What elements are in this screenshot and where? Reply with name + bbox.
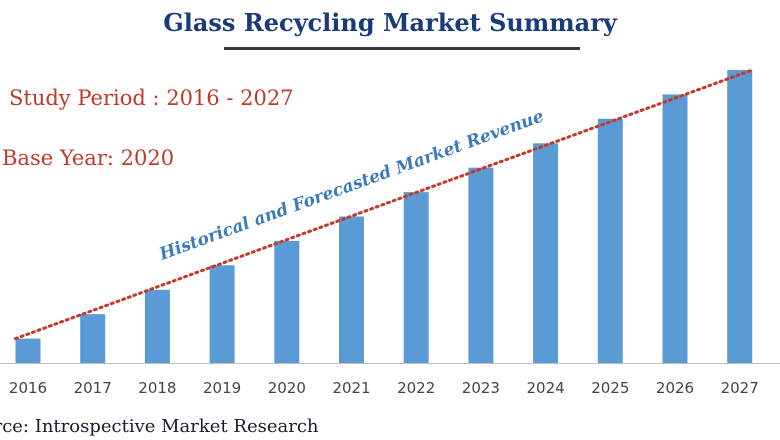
bar-2017: [80, 314, 106, 363]
x-tick-label: 2022: [397, 379, 435, 397]
bar-2024: [533, 143, 559, 364]
bar-2019: [209, 265, 235, 363]
bar-2021: [339, 216, 364, 363]
x-tick-label: 2026: [656, 379, 694, 397]
trend-line: [14, 68, 754, 341]
x-tick-label: 2025: [591, 379, 629, 397]
x-tick-label: 2027: [721, 379, 759, 397]
x-tick-label: 2018: [138, 379, 176, 397]
x-tick-label: 2020: [268, 379, 306, 397]
bar-2026: [662, 94, 688, 364]
page-title: Glass Recycling Market Summary: [163, 8, 617, 37]
study-period-text: Study Period : 2016 - 2027: [9, 86, 294, 110]
source-text: urce: Introspective Market Research: [0, 416, 319, 437]
x-tick-label: 2019: [203, 379, 241, 397]
bar-2016: [15, 338, 41, 363]
bar-2018: [144, 289, 170, 364]
title-underline: [224, 47, 580, 50]
bars-group: [15, 70, 753, 364]
x-tick-labels: 2016 2017 2018 2019 2020 2021 2022 2023 2024 2025…: [9, 379, 759, 397]
bar-2023: [468, 167, 494, 363]
bar-2020: [274, 240, 300, 363]
bar-2022: [403, 192, 429, 363]
x-tick-label: 2016: [9, 379, 47, 397]
x-tick-label: 2024: [527, 379, 565, 397]
bar-2025: [597, 118, 623, 363]
x-tick-label: 2021: [332, 379, 370, 397]
bar-2027: [727, 70, 753, 363]
x-tick-label: 2017: [74, 379, 112, 397]
x-tick-label: 2023: [462, 379, 500, 397]
base-year-text: Base Year: 2020: [2, 146, 175, 170]
